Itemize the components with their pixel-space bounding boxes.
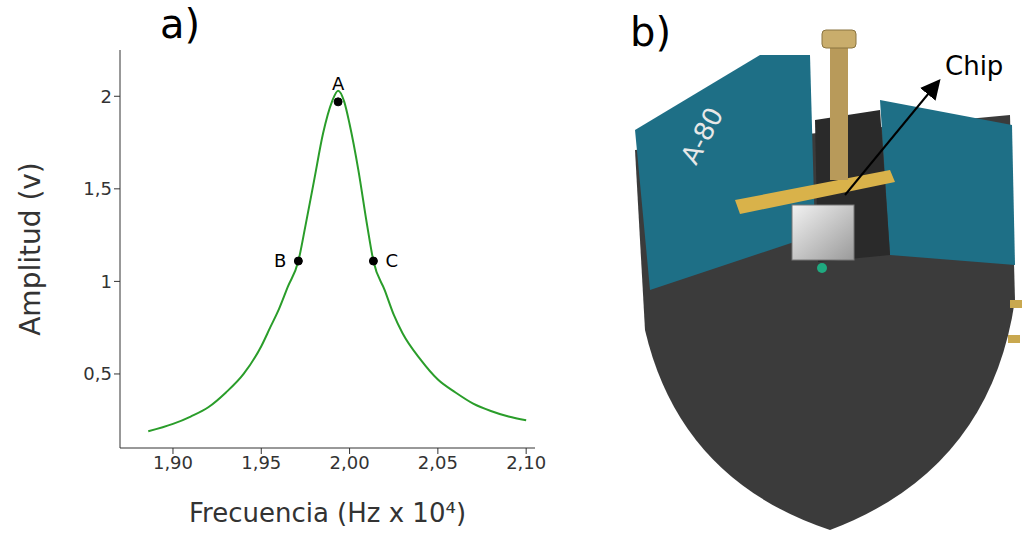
- html-text:a): a): [160, 1, 201, 47]
- svg-text:Amplitud (v): Amplitud (v): [14, 162, 47, 336]
- svg-text:Chip: Chip: [945, 51, 1003, 81]
- svg-text:B: B: [274, 250, 286, 271]
- svg-text:2,05: 2,05: [418, 452, 458, 473]
- svg-text:1: 1: [101, 271, 112, 292]
- svg-text:Frecuencia (Hz x 10⁴): Frecuencia (Hz x 10⁴): [189, 498, 466, 528]
- svg-text:0,5: 0,5: [83, 363, 112, 384]
- svg-text:C: C: [385, 250, 398, 271]
- svg-text:1,5: 1,5: [83, 178, 112, 199]
- svg-text:A-80: A-80: [675, 102, 730, 169]
- svg-text:2,10: 2,10: [506, 452, 546, 473]
- svg-text:b): b): [630, 9, 671, 55]
- svg-text:2,00: 2,00: [330, 452, 370, 473]
- svg-text:1,90: 1,90: [153, 452, 193, 473]
- svg-text:1,95: 1,95: [241, 452, 281, 473]
- svg-text:A: A: [332, 73, 345, 94]
- svg-text:2: 2: [101, 86, 112, 107]
